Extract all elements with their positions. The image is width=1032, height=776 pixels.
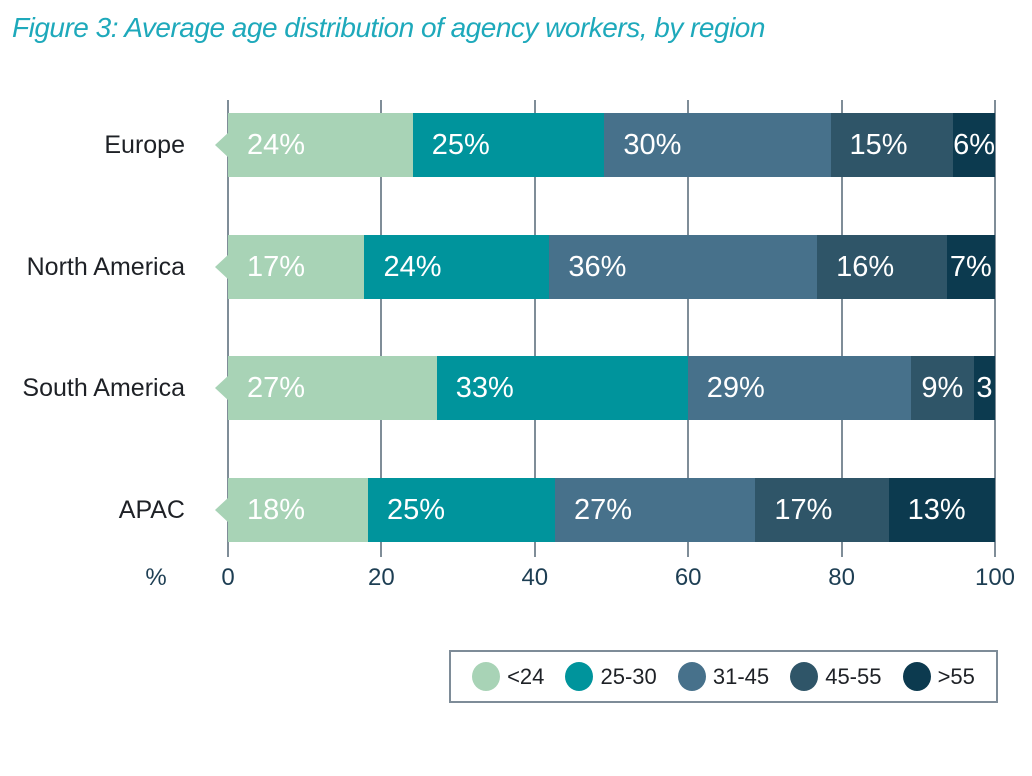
gridlines-layer (227, 100, 996, 557)
legend-label: >55 (937, 663, 975, 689)
bar-segment: 33% (436, 356, 688, 420)
bar-segment-label: 9% (921, 371, 964, 404)
row-label: North America (26, 252, 185, 281)
bar-segment-label: 29% (706, 371, 765, 404)
bar-segment: 30% (604, 113, 831, 177)
bar-row: 27% 33% 29% 9% 3 (215, 356, 995, 420)
bar-segment: 27% (554, 478, 756, 542)
legend-swatch (472, 662, 501, 691)
gridline (687, 100, 690, 557)
figure-title: Figure 3: Average age distribution of ag… (12, 12, 765, 43)
bar-pointer (215, 497, 229, 523)
legend-label: 31-45 (712, 663, 770, 689)
bar-segment: 15% (830, 113, 954, 177)
x-tick-label: 60 (674, 564, 702, 591)
bar-segment-label: 25% (386, 493, 445, 526)
gridline (994, 100, 996, 557)
bar-segment-label: 24% (247, 128, 306, 161)
bar-segment: 17% (215, 235, 365, 299)
bar-segment: 13% (888, 478, 995, 542)
row-label: APAC (118, 495, 185, 524)
gridline (840, 100, 843, 557)
bar-segment: 29% (687, 356, 911, 420)
bar-segment-label: 27% (573, 493, 633, 526)
bar-row: 18% 25% 27% 17% 13% (215, 478, 995, 542)
bar-segment-label: 33% (455, 371, 514, 404)
bar-segment-label: 17% (774, 493, 833, 526)
bar-segment: 36% (549, 235, 818, 299)
legend: <24 25-30 31-45 45-55 >55 (449, 650, 998, 703)
legend-swatch (565, 662, 594, 691)
x-tick-label: 40 (521, 564, 549, 591)
bar-segment: 17% (755, 478, 889, 542)
bar-row: 24% 25% 30% 15% 6% (215, 113, 995, 177)
x-tick-label: 20 (368, 564, 395, 591)
legend-swatch (677, 662, 706, 691)
bar-segment: 27% (215, 356, 437, 420)
legend-item: 45-55 (790, 662, 881, 691)
bar-segment-label: 3 (976, 371, 993, 404)
bar-pointer (215, 132, 229, 158)
bar-segment-label: 24% (383, 250, 442, 283)
bar-segment-label: 25% (431, 128, 490, 161)
bar-segment: 9% (910, 356, 974, 420)
legend-label: <24 (507, 663, 545, 689)
row-label: Europe (104, 130, 185, 159)
bar-segment-label: 27% (247, 371, 306, 404)
bar-segment-label: 13% (907, 493, 966, 526)
bar-segment: 18% (215, 478, 368, 542)
bar-row: 17% 24% 36% 16% 7% (215, 235, 996, 299)
legend-item: <24 (472, 662, 544, 691)
bar-segment-label: 15% (849, 128, 908, 161)
bar-segment-label: 18% (247, 493, 306, 526)
gridline (533, 100, 536, 557)
bar-segment: 25% (412, 113, 605, 177)
x-axis-unit-label: % (145, 564, 167, 591)
bar-segment: 24% (215, 113, 413, 177)
bar-segment-label: 6% (953, 128, 995, 161)
x-tick-label: 100 (974, 564, 1016, 591)
x-tick-label: 0 (221, 564, 235, 591)
legend-item: >55 (902, 662, 975, 691)
bar-segment-label: 17% (247, 250, 306, 283)
bar-segment: 24% (364, 235, 550, 299)
legend-swatch (790, 662, 819, 691)
x-tick-label: 80 (828, 564, 855, 591)
legend-label: 25-30 (600, 663, 657, 689)
bar-segment: 7% (946, 235, 996, 299)
gridline (380, 100, 383, 557)
bar-pointer (215, 254, 229, 280)
x-axis: % 0 20 40 60 80 100 (0, 564, 1032, 594)
bar-segment-label: 7% (949, 250, 992, 283)
bar-segment: 16% (817, 235, 947, 299)
bar-segment-label: 30% (623, 128, 682, 161)
bar-segment: 6% (953, 113, 995, 177)
bar-segment-label: 36% (568, 250, 627, 283)
bar-segment: 3 (973, 356, 995, 420)
bar-segment-label: 16% (836, 250, 895, 283)
legend-item: 25-30 (565, 662, 657, 691)
row-label: South America (22, 373, 185, 402)
legend-label: 45-55 (825, 663, 882, 689)
bar-segment: 25% (367, 478, 555, 542)
legend-swatch (902, 662, 931, 691)
gridline (227, 100, 229, 557)
bar-pointer (215, 375, 229, 401)
legend-item: 31-45 (677, 662, 770, 691)
